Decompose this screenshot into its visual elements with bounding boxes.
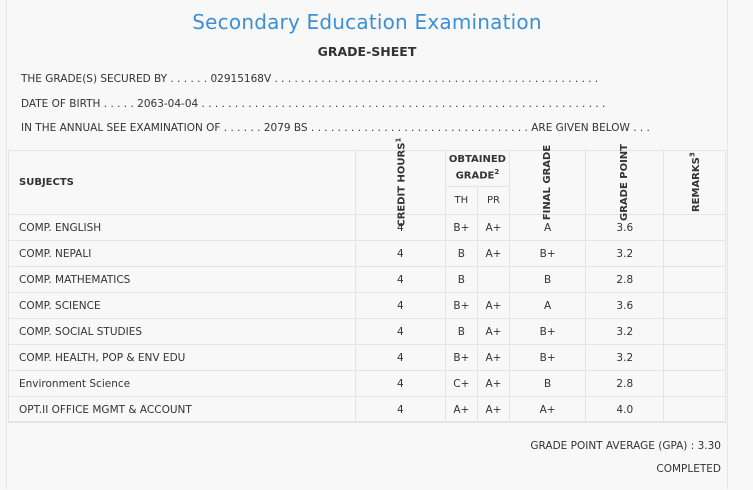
header-subjects: SUBJECTS bbox=[8, 150, 356, 215]
completion-status: COMPLETED bbox=[656, 463, 721, 475]
subject-name: OPT.II OFFICE MGMT & ACCOUNT bbox=[8, 396, 356, 423]
practical-grade bbox=[476, 266, 510, 293]
table-row: COMP. NEPALI 4 B A+ B+ 3.2 bbox=[8, 240, 726, 267]
header-final-grade: FINAL GRADE bbox=[508, 145, 587, 220]
final-grade: B+ bbox=[508, 240, 587, 267]
remarks bbox=[663, 214, 726, 241]
header-pr: PR bbox=[476, 186, 510, 215]
gpa-summary: GRADE POINT AVERAGE (GPA) : 3.30 bbox=[530, 440, 721, 452]
theory-grade: B bbox=[444, 240, 478, 267]
subject-name: COMP. SOCIAL STUDIES bbox=[8, 318, 356, 345]
final-grade: B+ bbox=[508, 318, 587, 345]
final-grade: B bbox=[508, 266, 587, 293]
theory-grade: B+ bbox=[444, 214, 478, 241]
grade-point: 2.8 bbox=[585, 370, 665, 397]
practical-grade: A+ bbox=[476, 292, 510, 319]
table-row: COMP. SOCIAL STUDIES 4 B A+ B+ 3.2 bbox=[8, 318, 726, 345]
dob-label: DATE OF BIRTH . . . . . bbox=[21, 98, 138, 110]
table-row: COMP. SCIENCE 4 B+ A+ A 3.6 bbox=[8, 292, 726, 319]
grade-table: SUBJECTS CREDIT HOURS1 OBTAINED GRADE2 F… bbox=[8, 138, 726, 423]
final-grade: A+ bbox=[508, 396, 587, 423]
exam-title: Secondary Education Examination bbox=[192, 10, 542, 34]
subject-name: COMP. MATHEMATICS bbox=[8, 266, 356, 293]
table-row: COMP. HEALTH, POP & ENV EDU 4 B+ A+ B+ 3… bbox=[8, 344, 726, 371]
header-remarks: REMARKS3 bbox=[663, 150, 726, 215]
credit-hours: 4 bbox=[354, 292, 446, 319]
practical-grade: A+ bbox=[476, 370, 510, 397]
exam-label: IN THE ANNUAL SEE EXAMINATION OF . . . .… bbox=[21, 122, 264, 134]
remarks bbox=[663, 344, 726, 371]
grade-point: 3.2 bbox=[585, 344, 665, 371]
date-of-birth: 2063-04-04 bbox=[137, 98, 199, 110]
remarks bbox=[663, 318, 726, 345]
gradesheet-frame bbox=[6, 0, 728, 489]
symbol-number: 02915168V bbox=[210, 73, 272, 85]
grade-point: 2.8 bbox=[585, 266, 665, 293]
practical-grade: A+ bbox=[476, 396, 510, 423]
credit-hours: 4 bbox=[354, 370, 446, 397]
exam-year: 2079 BS bbox=[263, 122, 308, 134]
table-row: OPT.II OFFICE MGMT & ACCOUNT 4 A+ A+ A+ … bbox=[8, 396, 726, 423]
table-row: COMP. ENGLISH 4 B+ A+ A 3.6 bbox=[8, 214, 726, 241]
credit-hours: 4 bbox=[354, 214, 446, 241]
remarks bbox=[663, 266, 726, 293]
exam-line: IN THE ANNUAL SEE EXAMINATION OF . . . .… bbox=[21, 122, 650, 134]
theory-grade: C+ bbox=[444, 370, 478, 397]
grade-point: 3.6 bbox=[585, 292, 665, 319]
subject-name: COMP. SCIENCE bbox=[8, 292, 356, 319]
header-credit-hours: CREDIT HOURS1 bbox=[354, 138, 446, 227]
table-row: Environment Science 4 C+ A+ B 2.8 bbox=[8, 370, 726, 397]
exam-dots: . . . . . . . . . . . . . . . . . . . . … bbox=[307, 122, 650, 134]
theory-grade: B+ bbox=[444, 344, 478, 371]
header-obtained-grade: OBTAINED GRADE2 bbox=[444, 150, 510, 187]
theory-grade: B+ bbox=[444, 292, 478, 319]
subject-name: COMP. HEALTH, POP & ENV EDU bbox=[8, 344, 356, 371]
remarks bbox=[663, 396, 726, 423]
credit-hours: 4 bbox=[354, 266, 446, 293]
credit-hours: 4 bbox=[354, 240, 446, 267]
dob-line: DATE OF BIRTH . . . . . 2063-04-04 . . .… bbox=[21, 98, 605, 110]
subject-name: COMP. NEPALI bbox=[8, 240, 356, 267]
remarks bbox=[663, 370, 726, 397]
practical-grade: A+ bbox=[476, 318, 510, 345]
practical-grade: A+ bbox=[476, 214, 510, 241]
theory-grade: B bbox=[444, 266, 478, 293]
subject-name: Environment Science bbox=[8, 370, 356, 397]
remarks bbox=[663, 240, 726, 267]
gpa-footer-box bbox=[8, 421, 726, 490]
practical-grade: A+ bbox=[476, 240, 510, 267]
theory-grade: A+ bbox=[444, 396, 478, 423]
final-grade: A bbox=[508, 292, 587, 319]
final-grade: B+ bbox=[508, 344, 587, 371]
grade-point: 4.0 bbox=[585, 396, 665, 423]
grade-point: 3.6 bbox=[585, 214, 665, 241]
grade-point: 3.2 bbox=[585, 318, 665, 345]
credit-hours: 4 bbox=[354, 396, 446, 423]
remarks bbox=[663, 292, 726, 319]
practical-grade: A+ bbox=[476, 344, 510, 371]
credit-hours: 4 bbox=[354, 318, 446, 345]
theory-grade: B bbox=[444, 318, 478, 345]
secured-by-dots: . . . . . . . . . . . . . . . . . . . . … bbox=[271, 73, 599, 85]
dob-dots: . . . . . . . . . . . . . . . . . . . . … bbox=[198, 98, 606, 110]
credit-hours: 4 bbox=[354, 344, 446, 371]
gradesheet-subtitle: GRADE-SHEET bbox=[317, 44, 417, 59]
subject-name: COMP. ENGLISH bbox=[8, 214, 356, 241]
header-th: TH bbox=[444, 186, 478, 215]
secured-by-label: THE GRADE(S) SECURED BY . . . . . . bbox=[21, 73, 211, 85]
final-grade: B bbox=[508, 370, 587, 397]
grade-point: 3.2 bbox=[585, 240, 665, 267]
table-row: COMP. MATHEMATICS 4 B B 2.8 bbox=[8, 266, 726, 293]
secured-by-line: THE GRADE(S) SECURED BY . . . . . . 0291… bbox=[21, 73, 598, 85]
header-grade-point: GRADE POINT bbox=[585, 144, 665, 221]
